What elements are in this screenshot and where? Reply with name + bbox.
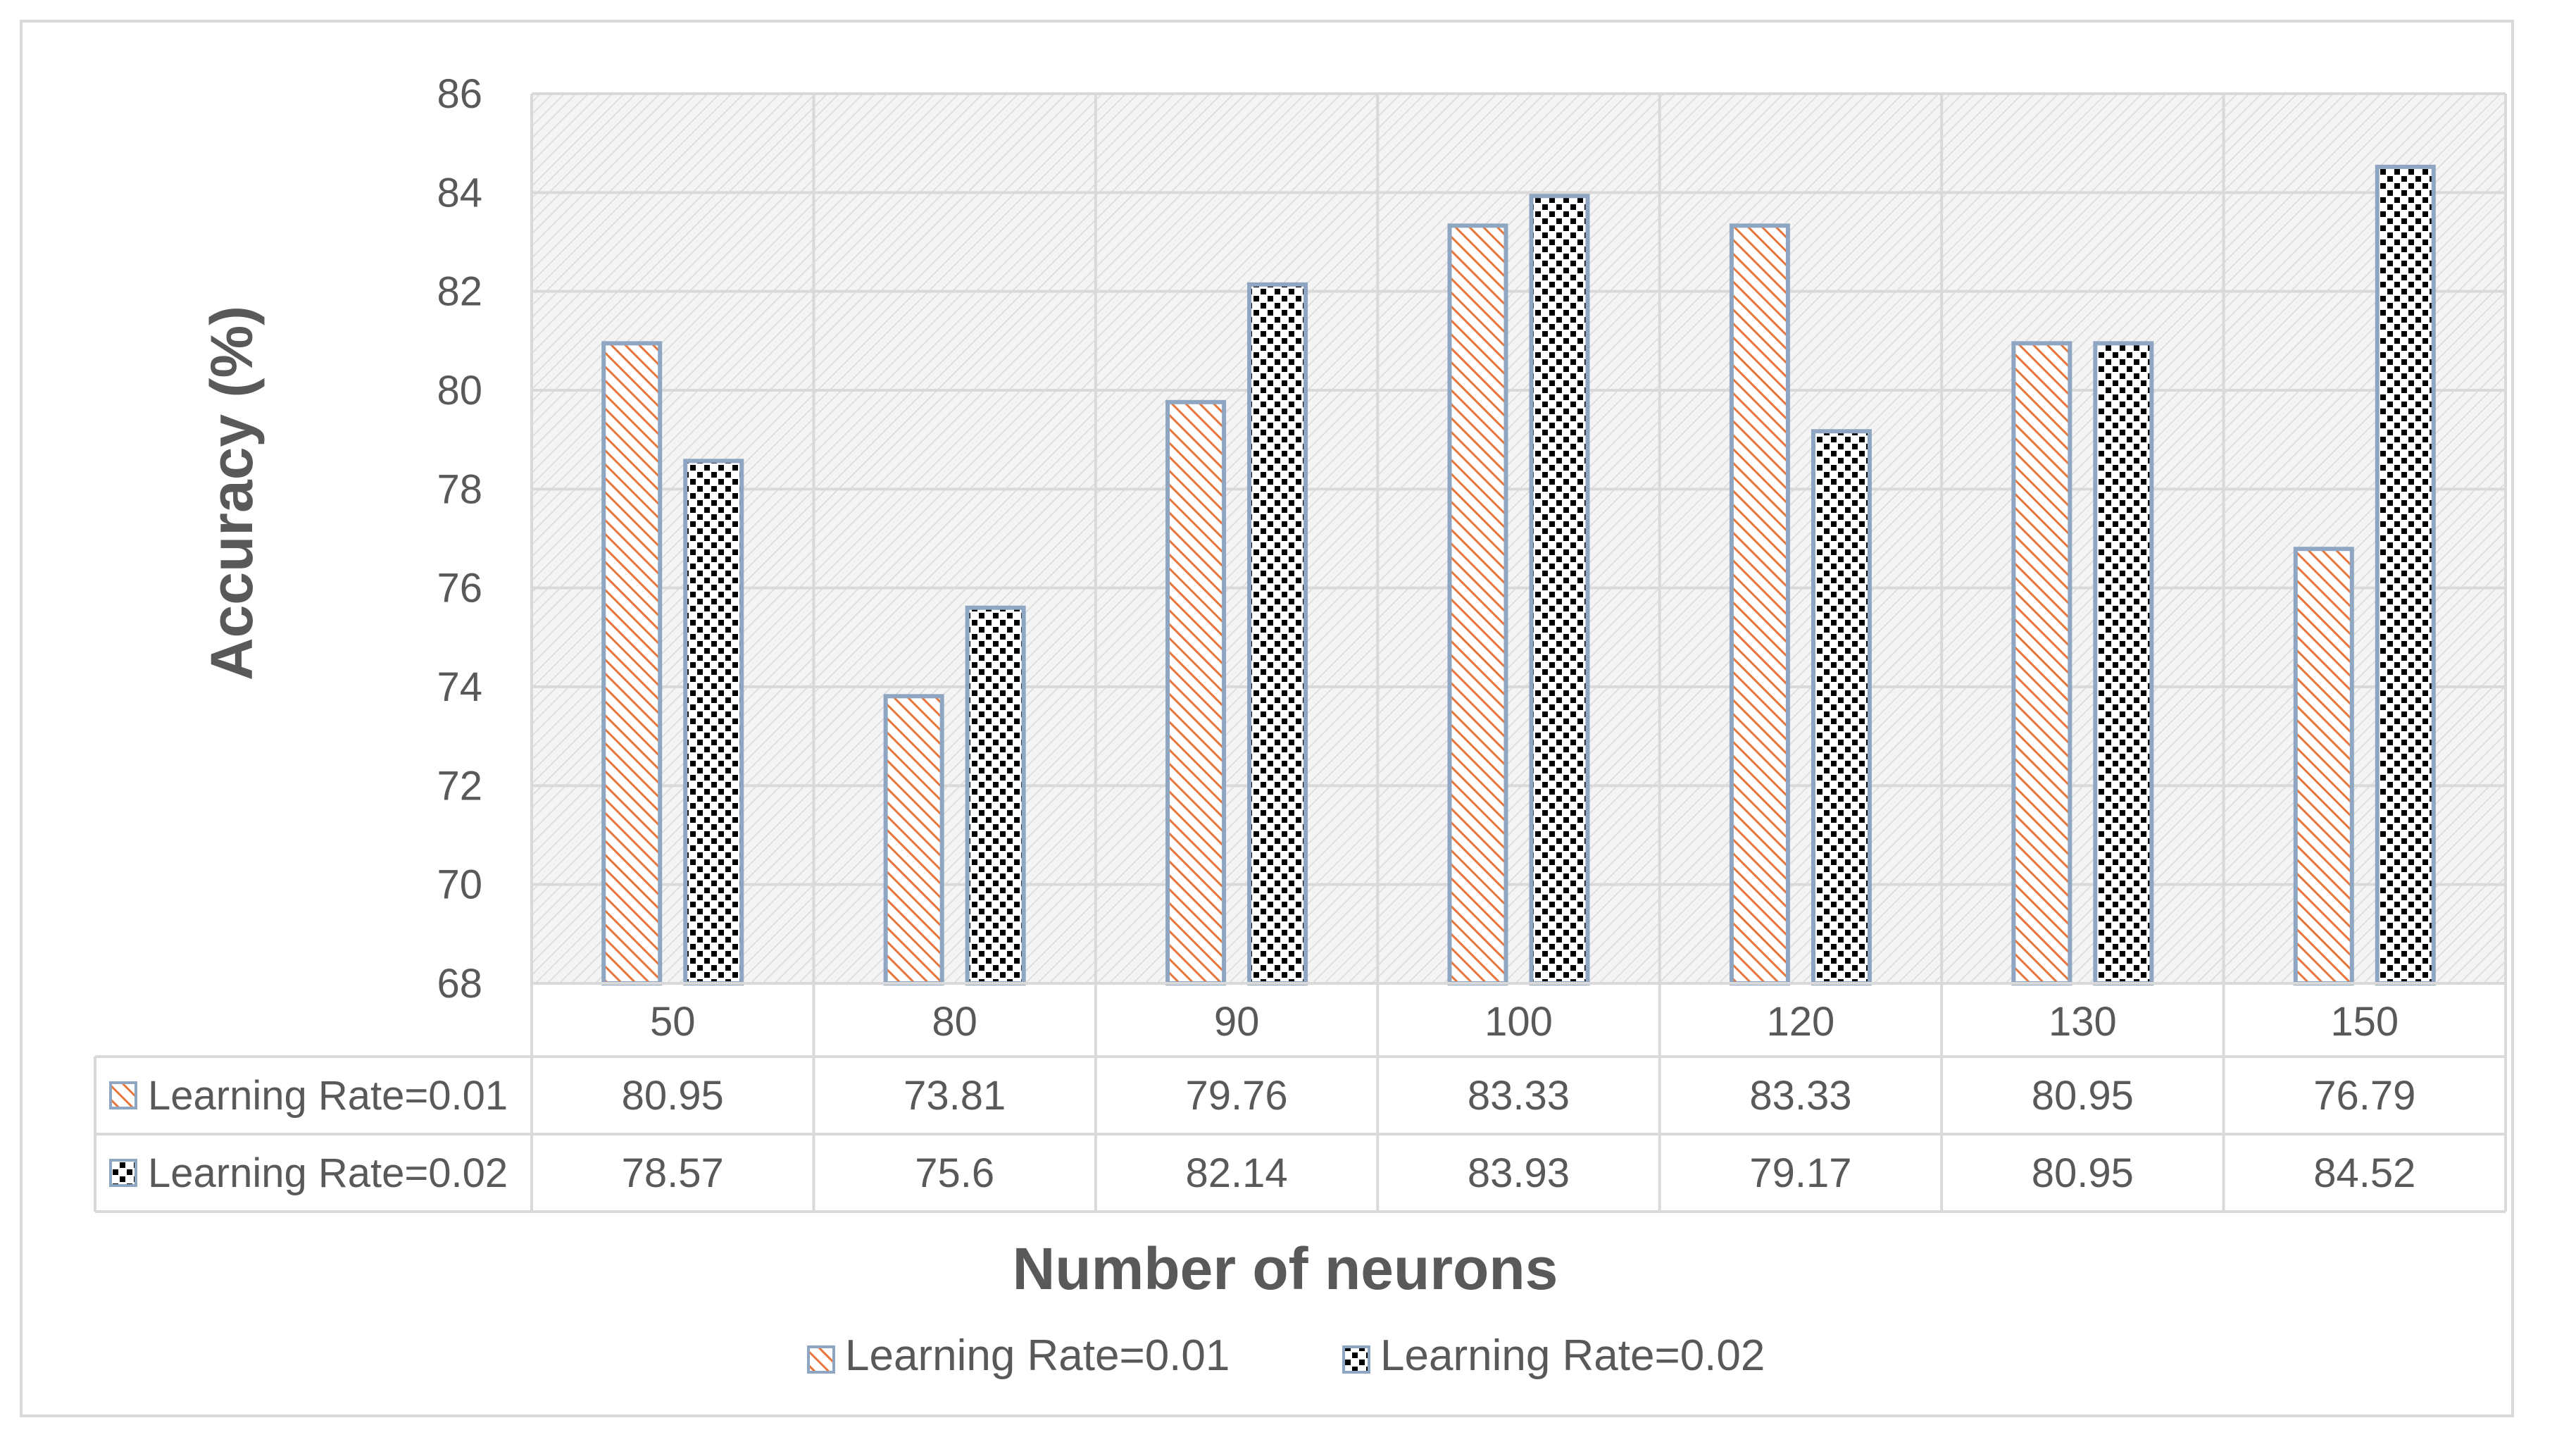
bar-lr001-90 xyxy=(1165,399,1227,985)
table-cell-value: 75.6 xyxy=(915,1150,994,1196)
bar-lr001-80 xyxy=(883,694,944,985)
x-tick-label: 50 xyxy=(650,999,696,1045)
y-tick-label: 84 xyxy=(437,170,482,216)
table-cell-value: 76.79 xyxy=(2313,1073,2415,1119)
data-table: 50 80 90 100 120 130 150 Learning Rate=0.01 80.9… xyxy=(94,982,2506,1213)
x-tick-label: 120 xyxy=(1767,999,1835,1045)
bar-lr002-130 xyxy=(2093,341,2154,985)
bar-lr001-150 xyxy=(2293,547,2354,985)
bar-lr002-80 xyxy=(965,605,1026,985)
y-tick-label: 72 xyxy=(437,763,482,809)
bar-lr002-100 xyxy=(1529,194,1590,985)
table-cell-value: 82.14 xyxy=(1185,1150,1287,1196)
table-cell-value: 84.52 xyxy=(2313,1150,2415,1196)
legend-swatch-lr002 xyxy=(1342,1345,1370,1374)
legend-label-lr002: Learning Rate=0.02 xyxy=(1380,1331,1765,1380)
bar-lr001-50 xyxy=(601,341,663,985)
x-tick-label: 80 xyxy=(932,999,977,1045)
plot-area xyxy=(532,94,2506,983)
y-tick-label: 80 xyxy=(437,368,482,413)
y-axis-tick-labels: 68 70 72 74 76 78 80 82 84 86 xyxy=(437,71,482,1007)
bar-lr001-130 xyxy=(2011,341,2072,985)
bar-lr002-90 xyxy=(1247,282,1308,985)
bars xyxy=(601,164,2436,986)
legend-swatch-lr001 xyxy=(807,1345,835,1374)
y-tick-label: 86 xyxy=(437,71,482,117)
y-tick-label: 74 xyxy=(437,664,482,710)
table-row-label: Learning Rate=0.01 xyxy=(148,1073,508,1119)
table-cell-value: 83.93 xyxy=(1468,1150,1570,1196)
bar-lr001-100 xyxy=(1447,223,1508,986)
y-tick-label: 76 xyxy=(437,566,482,611)
table-cell-value: 79.17 xyxy=(1749,1150,1851,1196)
table-cell-value: 78.57 xyxy=(622,1150,724,1196)
x-tick-label: 90 xyxy=(1214,999,1260,1045)
table-cell-value: 80.95 xyxy=(622,1073,724,1119)
y-tick-label: 78 xyxy=(437,466,482,512)
table-cell-value: 83.33 xyxy=(1468,1073,1570,1119)
x-tick-label: 100 xyxy=(1484,999,1553,1045)
bar-lr002-150 xyxy=(2375,164,2436,985)
x-axis-title: Number of neurons xyxy=(1013,1236,1558,1302)
bar-lr002-120 xyxy=(1811,429,1872,985)
bar-lr002-50 xyxy=(683,459,744,985)
table-cell-value: 80.95 xyxy=(2032,1150,2134,1196)
table-legend-swatch xyxy=(109,1159,137,1187)
y-tick-label: 82 xyxy=(437,269,482,315)
y-tick-label: 70 xyxy=(437,862,482,908)
table-cell-value: 80.95 xyxy=(2032,1073,2134,1119)
table-legend-swatch xyxy=(109,1081,137,1109)
y-axis-title: Accuracy (%) xyxy=(199,306,265,680)
y-tick-label: 68 xyxy=(437,961,482,1007)
table-cell-value: 83.33 xyxy=(1749,1073,1851,1119)
table-row-label: Learning Rate=0.02 xyxy=(148,1150,508,1196)
table-cell-value: 79.76 xyxy=(1185,1073,1287,1119)
legend: Learning Rate=0.01 Learning Rate=0.02 xyxy=(807,1331,1765,1380)
legend-label-lr001: Learning Rate=0.01 xyxy=(845,1331,1230,1380)
x-tick-label: 150 xyxy=(2330,999,2399,1045)
bar-lr001-120 xyxy=(1729,223,1790,986)
x-tick-label: 130 xyxy=(2049,999,2117,1045)
table-cell-value: 73.81 xyxy=(904,1073,1006,1119)
vertical-gridlines xyxy=(530,94,2507,1212)
